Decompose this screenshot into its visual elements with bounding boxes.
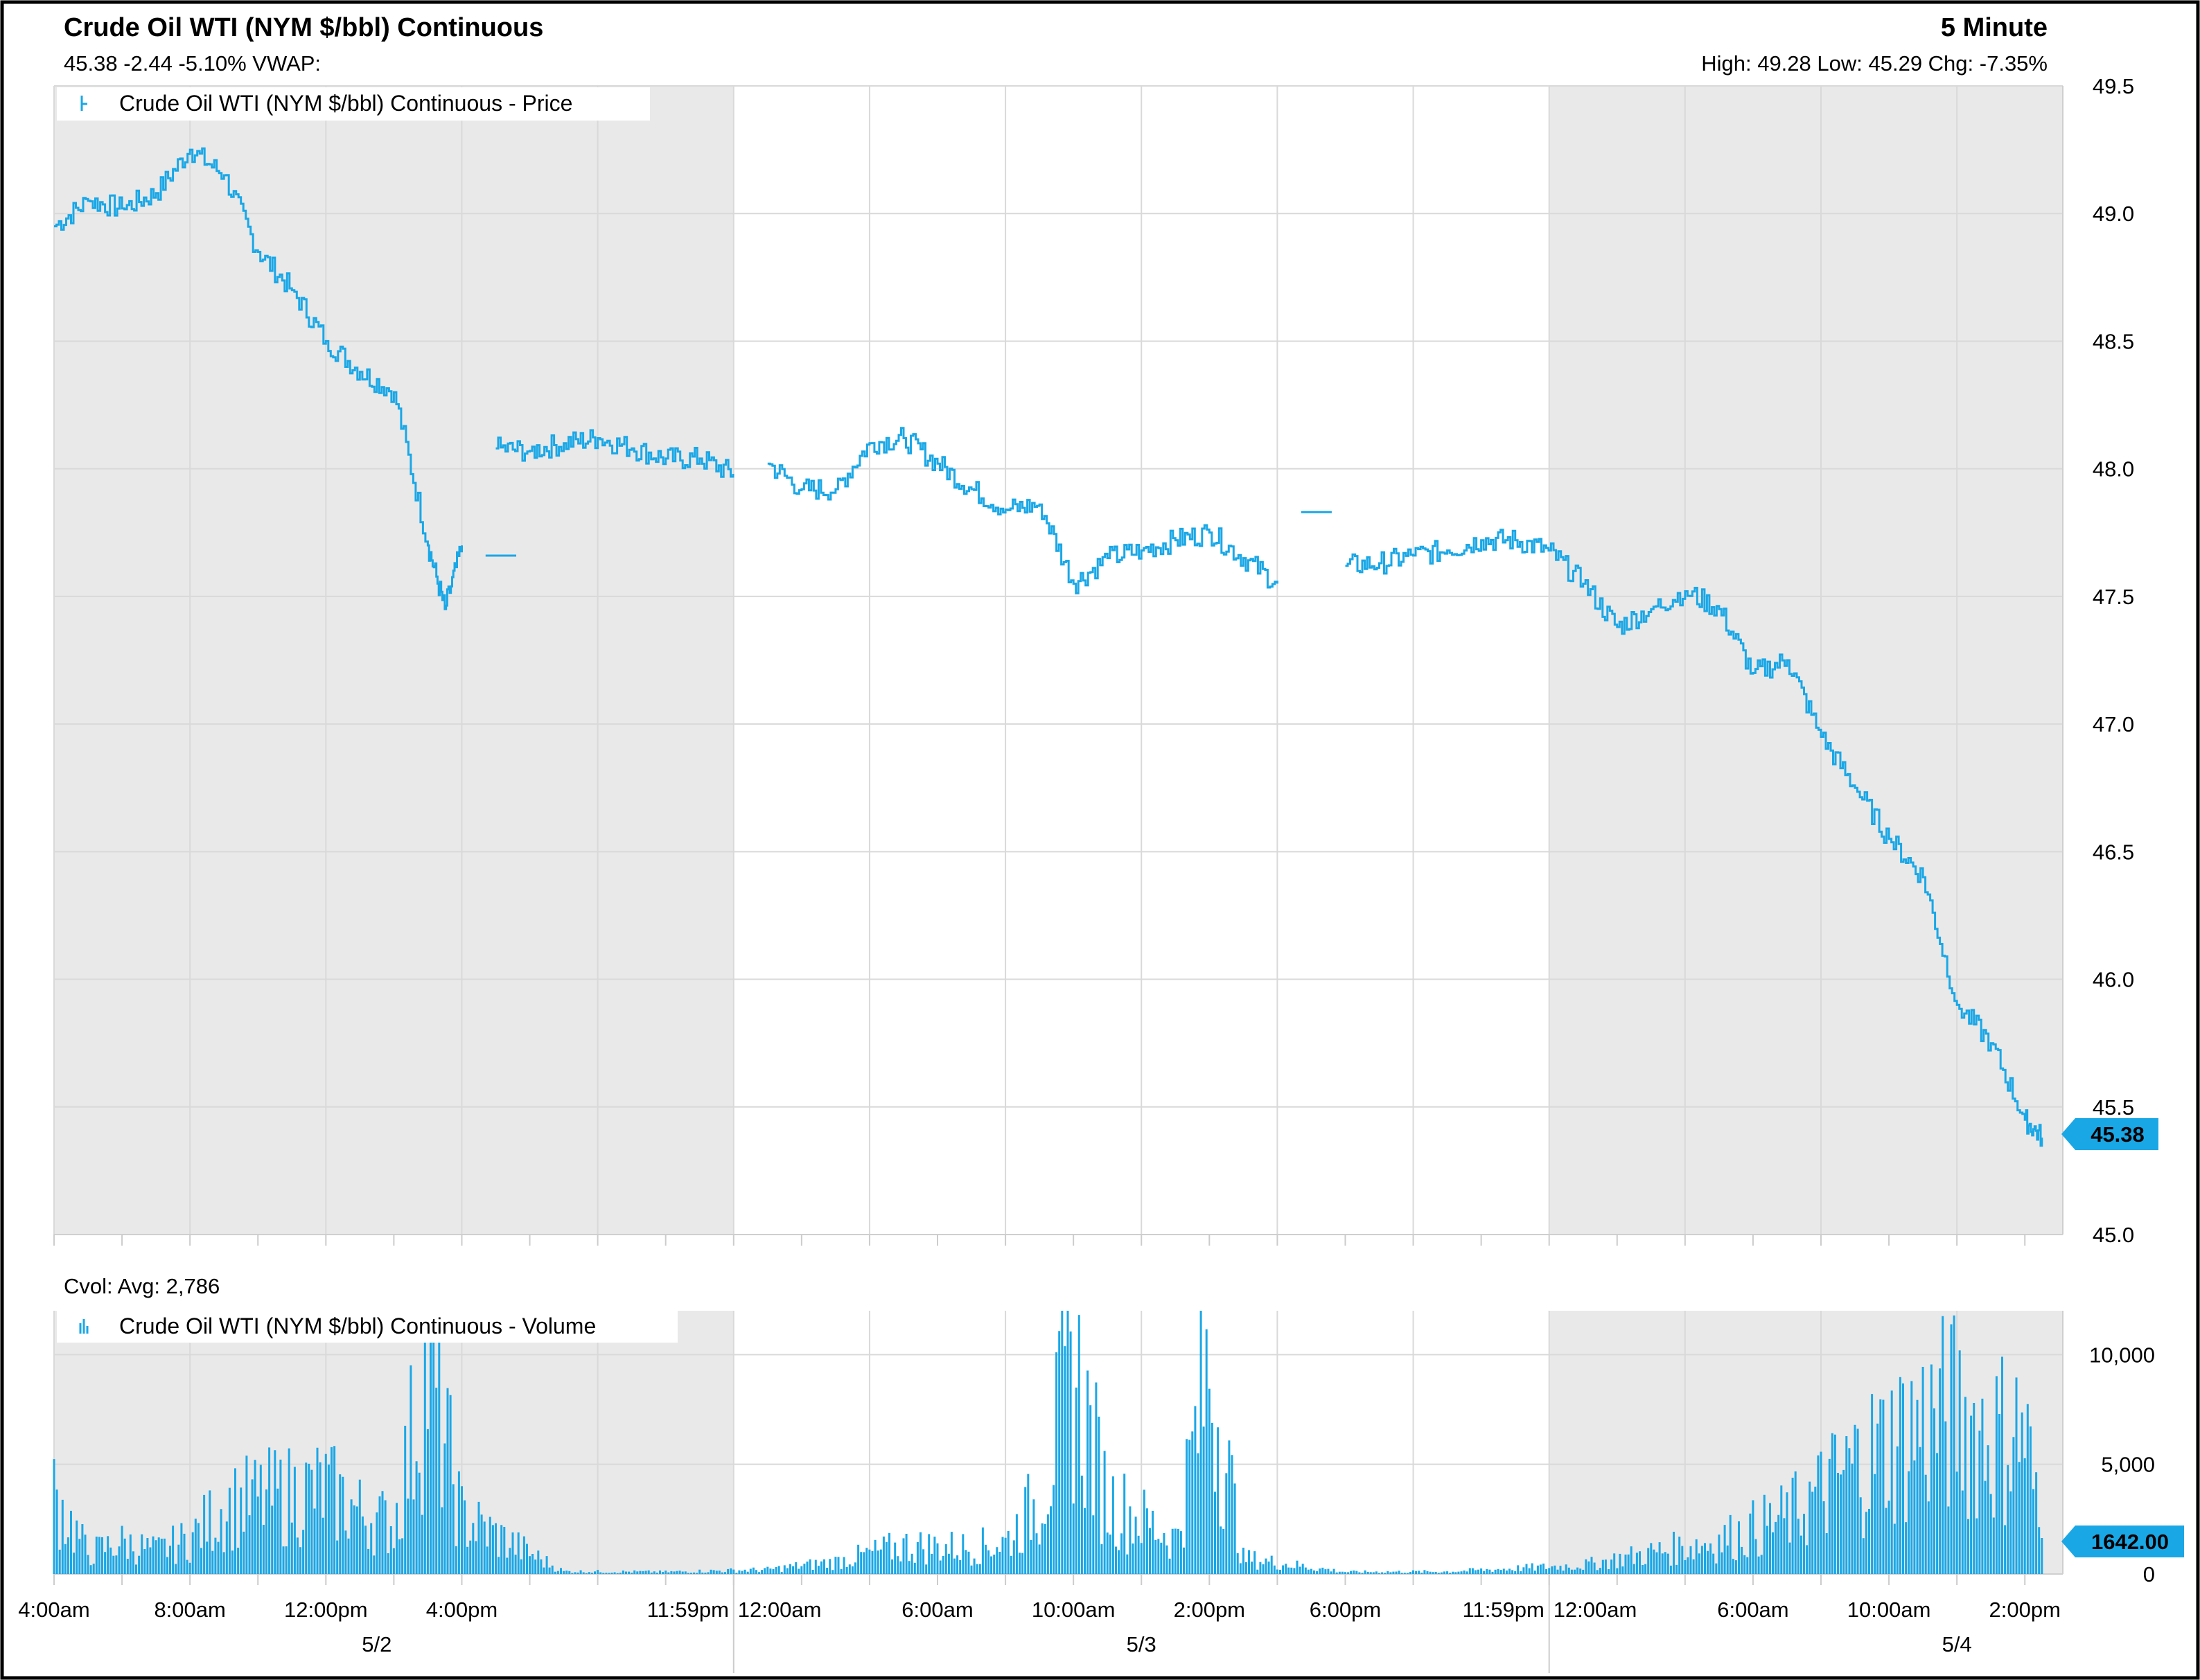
volume-last-value-label: 1642.00 bbox=[2091, 1530, 2169, 1554]
price-line-segment bbox=[54, 147, 463, 610]
stats-line: High: 49.28 Low: 45.29 Chg: -7.35% bbox=[1701, 51, 2048, 76]
price-last-value-tag: 45.38 bbox=[2061, 1118, 2158, 1150]
volume-legend-box bbox=[57, 1309, 678, 1343]
volume-last-value-tag: 1642.00 bbox=[2061, 1526, 2184, 1557]
x-tick-label: 12:00pm bbox=[284, 1598, 368, 1622]
price-legend-box bbox=[57, 87, 650, 121]
x-tick-label: 10:00am bbox=[1847, 1598, 1931, 1622]
volume-session-0 bbox=[54, 1311, 734, 1574]
x-tick-label: 4:00pm bbox=[426, 1598, 498, 1622]
x-tick-label: 10:00am bbox=[1032, 1598, 1116, 1622]
price-y-tick-label: 45.0 bbox=[2093, 1223, 2134, 1247]
price-series bbox=[54, 147, 2043, 1147]
price-y-tick-label: 47.0 bbox=[2093, 712, 2134, 736]
x-tick-label: 11:59pm bbox=[1463, 1598, 1545, 1622]
price-line-segment bbox=[767, 427, 1278, 594]
price-y-tick-label: 46.5 bbox=[2093, 840, 2134, 864]
cvol-label: Cvol: Avg: 2,786 bbox=[64, 1274, 220, 1298]
volume-legend-icon bbox=[79, 1319, 89, 1334]
x-tick-label: 6:00pm bbox=[1310, 1598, 1381, 1622]
x-tick-label: 11:59pm bbox=[647, 1598, 729, 1622]
price-y-tick-label: 45.5 bbox=[2093, 1095, 2134, 1120]
price-session-0 bbox=[54, 86, 734, 1235]
x-tick-label: 8:00am bbox=[154, 1598, 225, 1622]
date-labels: 5/2 5/3 5/4 bbox=[362, 1632, 1971, 1656]
price-grid bbox=[53, 85, 2063, 1235]
x-tick-label: 12:00am bbox=[738, 1598, 822, 1622]
date-label: 5/4 bbox=[1942, 1632, 1972, 1656]
x-tick-label: 6:00am bbox=[901, 1598, 973, 1622]
price-y-tick-label: 49.5 bbox=[2093, 74, 2134, 98]
price-legend-label: Crude Oil WTI (NYM $/bbl) Continuous - P… bbox=[119, 91, 572, 116]
volume-series bbox=[53, 1311, 2043, 1574]
volume-y-tick-label: 0 bbox=[2143, 1562, 2155, 1586]
x-axis-labels: 4:00am 8:00am 12:00pm 4:00pm 11:59pm 12:00am 6… bbox=[18, 1598, 2061, 1622]
price-line-segment bbox=[1345, 529, 2043, 1147]
date-label: 5/2 bbox=[362, 1632, 391, 1656]
x-tick-label: 6:00am bbox=[1717, 1598, 1788, 1622]
price-y-axis-labels: 45.0 45.5 46.0 46.5 47.0 47.5 48.0 48.5 49.0 49.5 bbox=[2093, 74, 2134, 1247]
volume-y-axis-labels: 0 5,000 10,000 bbox=[2089, 1343, 2155, 1586]
x-axis-ticks bbox=[53, 1235, 2026, 1673]
price-last-value-label: 45.38 bbox=[2091, 1122, 2145, 1147]
price-session-2 bbox=[1549, 86, 2063, 1235]
volume-y-tick-label: 5,000 bbox=[2101, 1453, 2155, 1477]
price-y-tick-label: 47.5 bbox=[2093, 585, 2134, 609]
price-legend-icon bbox=[80, 96, 87, 111]
date-label: 5/3 bbox=[1127, 1632, 1156, 1656]
x-tick-label: 4:00am bbox=[18, 1598, 89, 1622]
interval-label: 5 Minute bbox=[1941, 13, 2048, 42]
x-tick-label: 12:00am bbox=[1554, 1598, 1637, 1622]
volume-y-tick-label: 10,000 bbox=[2089, 1343, 2155, 1367]
price-y-tick-label: 46.0 bbox=[2093, 968, 2134, 992]
price-plot-background bbox=[54, 86, 2063, 1235]
price-line-segment bbox=[495, 429, 734, 478]
price-y-tick-label: 49.0 bbox=[2093, 202, 2134, 226]
x-tick-label: 2:00pm bbox=[1989, 1598, 2061, 1622]
volume-legend-label: Crude Oil WTI (NYM $/bbl) Continuous - V… bbox=[119, 1314, 596, 1338]
chart-title: Crude Oil WTI (NYM $/bbl) Continuous bbox=[64, 13, 543, 42]
x-tick-label: 2:00pm bbox=[1174, 1598, 1245, 1622]
price-y-tick-label: 48.5 bbox=[2093, 329, 2134, 353]
quote-line: 45.38 -2.44 -5.10% VWAP: bbox=[64, 51, 321, 76]
price-y-tick-label: 48.0 bbox=[2093, 457, 2134, 481]
